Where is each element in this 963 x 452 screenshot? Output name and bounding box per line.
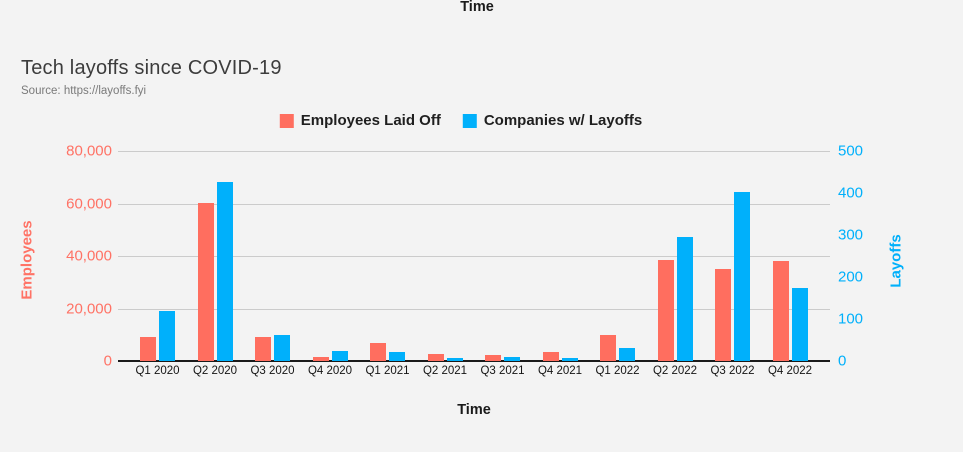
- bar-companies-q2-2021[interactable]: [446, 358, 463, 361]
- chart-source: Source: https://layoffs.fyi: [21, 85, 147, 97]
- y-axis-title-right: Layoffs: [887, 234, 905, 288]
- bar-companies-q3-2022[interactable]: [734, 191, 750, 361]
- x-axis-tick-label: Q1 2022: [595, 365, 640, 377]
- y-axis-left-tick-label: 40,000: [66, 247, 112, 265]
- chart-legend: Employees Laid Off Companies w/ Layoffs: [279, 112, 643, 129]
- bar-companies-q4-2020[interactable]: [331, 350, 348, 361]
- bar-employees-q1-2022[interactable]: [600, 335, 616, 361]
- x-axis-tick-label: Q2 2020: [192, 365, 238, 377]
- bar-employees-q2-2021[interactable]: [427, 353, 444, 361]
- legend-swatch-employees-icon: [279, 113, 294, 128]
- y-axis-left-tick-label: 60,000: [66, 195, 112, 212]
- gridline: [118, 151, 830, 152]
- bar-companies-q4-2022[interactable]: [791, 288, 808, 361]
- y-axis-right-tick-label: 400: [838, 184, 864, 202]
- x-axis-tick-label: Q1 2020: [135, 365, 180, 377]
- bar-companies-q1-2022[interactable]: [619, 348, 635, 361]
- y-axis-right-tick-label: 100: [838, 310, 864, 328]
- bar-companies-q1-2020[interactable]: [159, 310, 175, 361]
- x-axis-tick-label: Q4 2021: [537, 365, 583, 377]
- bar-employees-q4-2020[interactable]: [312, 357, 329, 361]
- y-axis-right-tick-label: 200: [838, 268, 864, 286]
- x-axis-tick-label: Q1 2021: [365, 365, 410, 377]
- x-axis-tick-label: Q4 2020: [307, 365, 353, 377]
- bar-employees-q2-2022[interactable]: [657, 259, 674, 361]
- x-axis-tick-label: Q4 2022: [767, 365, 813, 377]
- bar-employees-q3-2020[interactable]: [255, 336, 271, 361]
- x-axis-tick-label: Q3 2021: [480, 365, 525, 377]
- legend-label-companies: Companies w/ Layoffs: [483, 112, 643, 129]
- bar-employees-q4-2022[interactable]: [772, 260, 789, 361]
- y-axis-right-tick-label: 300: [838, 226, 864, 244]
- gridline: [118, 203, 830, 205]
- y-axis-right-tick-label: 500: [838, 142, 864, 160]
- y-axis-left-tick-label: 80,000: [66, 142, 112, 160]
- bar-companies-q3-2021[interactable]: [504, 356, 520, 361]
- x-axis-title: Time: [457, 402, 491, 418]
- x-axis-tick-label: Q2 2022: [652, 365, 698, 377]
- x-axis-tick-label: Q3 2022: [710, 365, 755, 377]
- gridline: [118, 256, 830, 257]
- x-axis-line: [118, 360, 830, 362]
- chart-title: Tech layoffs since COVID-19: [21, 57, 282, 79]
- bar-employees-q4-2021[interactable]: [542, 352, 559, 361]
- legend-label-employees: Employees Laid Off: [300, 112, 441, 129]
- bar-employees-q3-2021[interactable]: [485, 354, 501, 361]
- x-axis-tick-label: Q3 2020: [250, 365, 295, 377]
- y-axis-title-left: Employees: [18, 220, 36, 300]
- bar-companies-q2-2022[interactable]: [676, 236, 693, 361]
- bar-companies-q4-2021[interactable]: [561, 358, 578, 361]
- bar-companies-q3-2020[interactable]: [274, 335, 290, 361]
- bar-companies-q2-2020[interactable]: [216, 181, 233, 361]
- bar-employees-q1-2021[interactable]: [370, 342, 386, 361]
- y-axis-right-tick-label: 0: [838, 352, 847, 370]
- y-axis-left-tick-label: 20,000: [66, 300, 112, 317]
- legend-swatch-companies-icon: [462, 113, 477, 128]
- y-axis-left-tick-label: 0: [103, 352, 112, 370]
- bar-employees-q3-2022[interactable]: [715, 269, 731, 361]
- bar-companies-q1-2021[interactable]: [389, 352, 405, 361]
- bar-employees-q2-2020[interactable]: [197, 202, 214, 361]
- bar-employees-q1-2020[interactable]: [140, 336, 156, 361]
- plot-area: [118, 151, 830, 362]
- previous-chart-x-axis-title: Time: [460, 0, 494, 15]
- legend-item-employees[interactable]: Employees Laid Off: [279, 112, 441, 129]
- x-axis-tick-label: Q2 2021: [422, 365, 468, 377]
- gridline: [118, 308, 830, 310]
- legend-item-companies[interactable]: Companies w/ Layoffs: [462, 112, 643, 129]
